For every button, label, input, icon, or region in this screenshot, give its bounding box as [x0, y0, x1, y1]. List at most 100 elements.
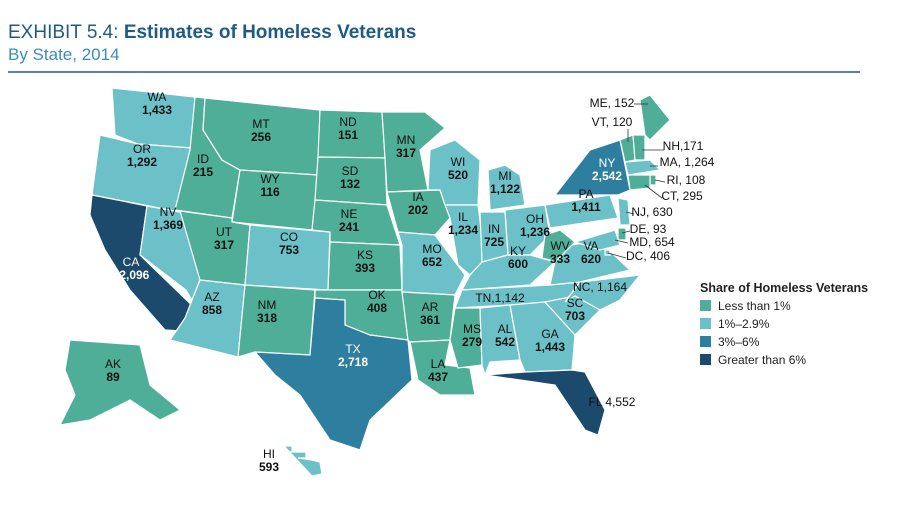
state-value: 12,096	[113, 268, 150, 282]
state-abbr: ND	[339, 115, 357, 129]
legend-label: 3%–6%	[718, 335, 760, 349]
page-title: EXHIBIT 5.4: Estimates of Homeless Veter…	[8, 22, 416, 43]
state-abbr: TX	[345, 342, 360, 356]
state-abbr: MN	[397, 133, 416, 147]
state-value: 202	[408, 203, 428, 217]
state-abbr: AK	[105, 357, 121, 371]
state-abbr: OH	[526, 212, 544, 226]
state-abbr: WV	[550, 239, 569, 253]
state-abbr: VA	[583, 239, 598, 253]
state-value: 317	[396, 146, 416, 160]
state-abbr: IL	[458, 210, 468, 224]
state-abbr: NE	[341, 207, 358, 221]
state-label: MN 317	[396, 133, 416, 160]
state-shape	[617, 227, 627, 241]
state-abbr: NV	[160, 205, 177, 219]
state-value: 318	[257, 311, 277, 325]
state-labels: WA 1,433 OR 1,292 CA 12,096 NV 1,369 ID 215 MT 256 W…	[105, 90, 715, 474]
state-shape	[627, 174, 651, 191]
state-label: FL 4,552	[589, 395, 636, 409]
state-label: NH,171	[663, 139, 704, 153]
state-shape	[253, 297, 413, 451]
state-value: 1,236	[520, 225, 550, 239]
state-label: CO 753	[279, 230, 299, 257]
state-value: 361	[420, 313, 440, 327]
legend-swatch	[700, 318, 711, 329]
state-label: ME, 152	[590, 96, 635, 110]
legend-label: Less than 1%	[718, 299, 791, 313]
state-label: KS 393	[355, 248, 375, 275]
state-label: WY 116	[260, 172, 280, 199]
state-label: OR 1,292	[127, 142, 157, 169]
state-shape	[409, 339, 476, 396]
state-value: 317	[214, 238, 234, 252]
state-abbr: MT	[252, 117, 270, 131]
state-value: 1,369	[153, 218, 183, 232]
state-abbr: CA	[123, 255, 140, 269]
state-label: OH 1,236	[520, 212, 550, 239]
state-shape	[604, 249, 611, 256]
state-shape	[487, 164, 526, 211]
state-abbr: AZ	[204, 290, 219, 304]
legend-title: Share of Homeless Veterans	[700, 281, 868, 295]
state-value: 620	[581, 252, 601, 266]
state-shape	[639, 94, 671, 141]
state-label: IL 1,234	[448, 210, 478, 237]
state-value: 333	[550, 252, 570, 266]
state-shape	[632, 134, 646, 161]
state-shape	[282, 445, 323, 477]
state-value: 703	[565, 309, 585, 323]
state-label: DC, 406	[626, 249, 670, 263]
callout-line	[621, 230, 631, 234]
state-label: UT 317	[214, 225, 234, 252]
callout-line	[644, 184, 663, 199]
state-label: WA 1,433	[142, 90, 172, 117]
state-value: 408	[367, 301, 387, 315]
state-label: MT 256	[251, 117, 271, 144]
state-shape	[381, 111, 446, 193]
state-abbr: NM	[258, 298, 277, 312]
title-main: Estimates of Homeless Veterans	[124, 22, 417, 43]
state-abbr: SD	[342, 164, 359, 178]
state-label: AR 361	[420, 300, 440, 327]
state-value: 858	[202, 303, 222, 317]
state-label: IN 725	[484, 222, 504, 249]
state-shape	[484, 369, 606, 436]
state-abbr: LA	[431, 357, 446, 371]
callout-line	[607, 252, 627, 259]
state-label: NE 241	[339, 207, 359, 234]
state-value: 753	[279, 243, 299, 257]
state-label: OK 408	[367, 288, 387, 315]
subtitle: By State, 2014	[8, 45, 120, 64]
state-value: 132	[340, 177, 360, 191]
legend-swatch	[700, 300, 711, 311]
state-abbr: ID	[197, 152, 209, 166]
legend-swatch	[700, 354, 711, 365]
state-label: NV 1,369	[153, 205, 183, 232]
state-value: 279	[462, 335, 482, 349]
callout-line	[625, 211, 635, 215]
state-abbr: WY	[260, 172, 279, 186]
state-value: 2,542	[592, 169, 622, 183]
state-value: 256	[251, 130, 271, 144]
state-abbr: SC	[567, 296, 584, 310]
state-value: 241	[339, 220, 359, 234]
state-abbr: PA	[578, 187, 593, 201]
state-label: AK 89	[105, 357, 121, 384]
state-label: MO 652	[422, 242, 442, 269]
state-abbr: IN	[488, 222, 500, 236]
state-label: HI 593	[259, 447, 279, 474]
state-label: CT, 295	[661, 189, 703, 203]
state-value: 1,411	[571, 200, 601, 214]
legend-swatch	[700, 336, 711, 347]
legend: Share of Homeless Veterans Less than 1% 1…	[700, 281, 868, 367]
state-label: ND 151	[338, 115, 358, 142]
state-label: GA 1,443	[535, 327, 565, 354]
state-value: 542	[495, 335, 515, 349]
state-label: MA, 1,264	[660, 155, 715, 169]
state-label: ID 215	[193, 152, 213, 179]
state-label: WI 520	[448, 155, 468, 182]
state-value: 2,718	[338, 355, 368, 369]
callout-line	[614, 239, 629, 244]
state-label: MS 279	[462, 322, 482, 349]
